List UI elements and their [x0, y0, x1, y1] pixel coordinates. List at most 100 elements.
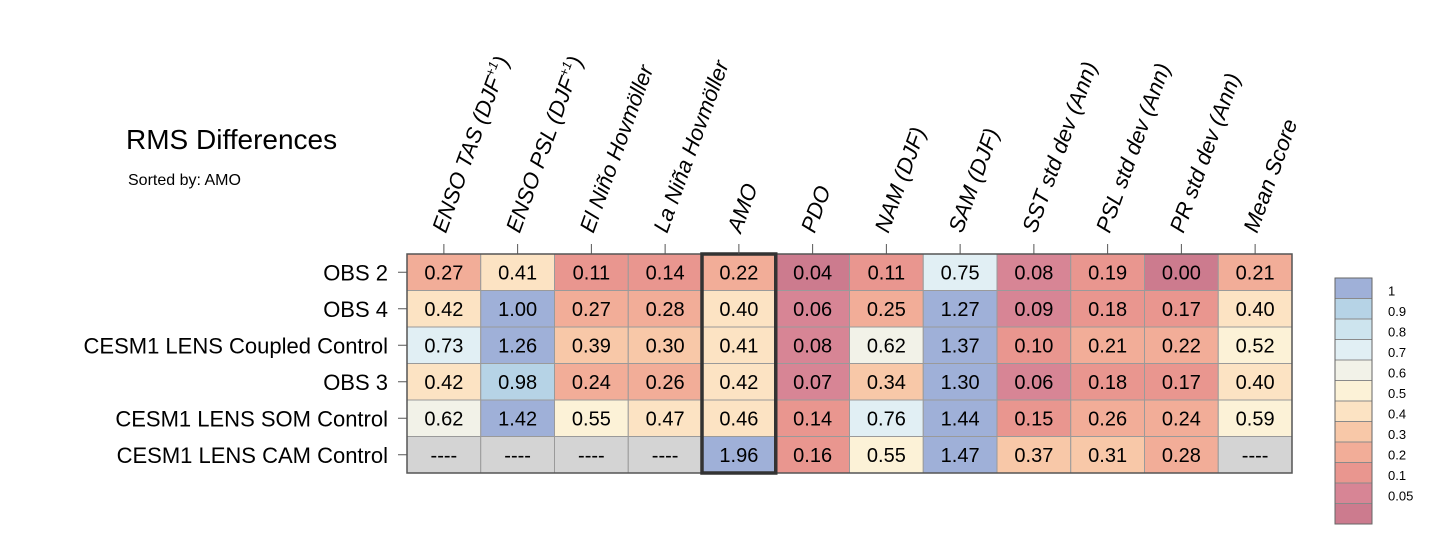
row-label: CESM1 LENS CAM Control	[117, 443, 388, 468]
cell-value-label: 0.16	[793, 445, 832, 467]
heatmap-cell	[554, 326, 629, 364]
column-label: PDO	[796, 182, 836, 235]
heatmap-cell	[627, 290, 703, 328]
heatmap-cell	[406, 363, 482, 401]
cell-value-label: 1.26	[498, 335, 537, 357]
heatmap-cell	[554, 399, 629, 437]
heatmap-cell	[1144, 326, 1219, 364]
cell-value-label: 0.47	[646, 408, 685, 430]
heatmap-cell	[406, 253, 482, 291]
cell-value-label: 0.27	[424, 262, 463, 284]
heatmap-cell	[480, 436, 555, 474]
colorbar-tick-label: 0.8	[1388, 325, 1406, 340]
colorbar-swatch	[1334, 421, 1373, 443]
row-label: OBS 2	[323, 260, 388, 285]
cell-value-label: 1.44	[941, 408, 980, 430]
colorbar-swatch	[1334, 400, 1373, 422]
column-label: SST std dev (Ann)	[1017, 58, 1102, 235]
colorbar-tick-label: 0.1	[1388, 468, 1406, 483]
cell-value-label: 0.15	[1014, 408, 1053, 430]
cell-value-label: 0.25	[867, 299, 906, 321]
heatmap-cell	[922, 290, 998, 328]
cell-value-label: ----	[431, 445, 458, 467]
heatmap-cell	[1217, 363, 1293, 401]
cell-value-label: 0.40	[1236, 372, 1275, 394]
row-label: OBS 4	[323, 297, 388, 322]
heatmap-cell	[996, 253, 1072, 291]
heatmap-cell	[849, 436, 924, 474]
cell-value-label: 0.42	[424, 372, 463, 394]
colorbar-tick-label: 0.7	[1388, 345, 1406, 360]
cell-value-label: 0.09	[1014, 299, 1053, 321]
cell-value-label: 0.55	[867, 445, 906, 467]
cell-value-label: 0.21	[1236, 262, 1275, 284]
colorbar-tick-label: 0.2	[1388, 448, 1406, 463]
colorbar-tick-label: 1	[1388, 284, 1395, 299]
column-label: El Niño Hovmöller	[575, 60, 659, 236]
cell-value-label: 0.18	[1088, 299, 1127, 321]
heatmap-cell	[849, 326, 924, 364]
cell-value-label: 0.76	[867, 408, 906, 430]
heatmap-cell	[480, 290, 555, 328]
row-label: OBS 3	[323, 370, 388, 395]
heatmap-cell	[849, 290, 924, 328]
column-label: ENSO TAS (DJF+1)	[426, 52, 514, 235]
chart-subtitle: Sorted by: AMO	[128, 172, 241, 189]
heatmap-cell	[1070, 436, 1145, 474]
colorbar-swatch	[1334, 462, 1373, 484]
heatmap-cell	[627, 326, 703, 364]
colorbar-swatch	[1334, 441, 1373, 463]
cell-value-label: 0.11	[573, 262, 610, 284]
heatmap-cell	[996, 436, 1072, 474]
colorbar-tick-label: 0.4	[1388, 407, 1406, 422]
heatmap-cell	[922, 436, 998, 474]
cell-value-label: 0.14	[646, 262, 685, 284]
cell-value-label: 0.26	[1088, 408, 1127, 430]
heatmap-cell	[627, 436, 703, 474]
heatmap-cell	[701, 290, 777, 328]
colorbar-border	[1334, 277, 1373, 525]
cell-value-label: 0.26	[646, 372, 685, 394]
cell-value-label: 0.40	[1236, 299, 1275, 321]
cell-value-label: 0.22	[719, 262, 758, 284]
cell-value-label: 1.42	[498, 408, 537, 430]
cell-value-label: 0.21	[1088, 335, 1127, 357]
cell-value-label: 0.27	[572, 299, 611, 321]
cell-value-label: 0.40	[719, 299, 758, 321]
cell-value-label: 0.41	[719, 335, 758, 357]
cell-value-label: 0.98	[498, 372, 537, 394]
cell-value-label: 0.04	[793, 262, 832, 284]
colorbar-swatch	[1334, 359, 1373, 381]
colorbar-swatch	[1334, 380, 1373, 402]
colorbar-tick-label: 0.9	[1388, 304, 1406, 319]
heatmap-cell	[1070, 363, 1145, 401]
heatmap-cell	[1144, 363, 1219, 401]
cell-value-label: 0.75	[941, 262, 980, 284]
colorbar-swatch	[1334, 503, 1373, 525]
cell-value-label: 0.30	[646, 335, 685, 357]
cell-value-label: 0.08	[1014, 262, 1053, 284]
cell-value-label: 0.10	[1014, 335, 1053, 357]
colorbar-tick-label: 0.5	[1388, 386, 1406, 401]
cell-value-label: 1.37	[941, 335, 980, 357]
cell-value-label: 0.06	[1014, 372, 1053, 394]
heatmap-cell	[406, 436, 482, 474]
cell-value-label: 0.37	[1014, 445, 1053, 467]
row-label: CESM1 LENS Coupled Control	[84, 333, 388, 358]
cell-value-label: 0.31	[1088, 445, 1127, 467]
heatmap-cell	[849, 253, 924, 291]
cell-value-label: 1.00	[498, 299, 537, 321]
cell-value-label: ----	[1242, 445, 1269, 467]
cell-value-label: 1.96	[719, 445, 758, 467]
cell-value-label: 1.47	[941, 445, 980, 467]
heatmap-cell	[1144, 399, 1219, 437]
colorbar-swatch	[1334, 277, 1373, 299]
heatmap-cell	[1144, 290, 1219, 328]
cell-value-label: 0.28	[646, 299, 685, 321]
cell-value-label: 0.00	[1162, 262, 1201, 284]
cell-value-label: 0.11	[868, 262, 905, 284]
chart-title: RMS Differences	[126, 124, 338, 155]
cell-value-label: 1.30	[941, 372, 980, 394]
